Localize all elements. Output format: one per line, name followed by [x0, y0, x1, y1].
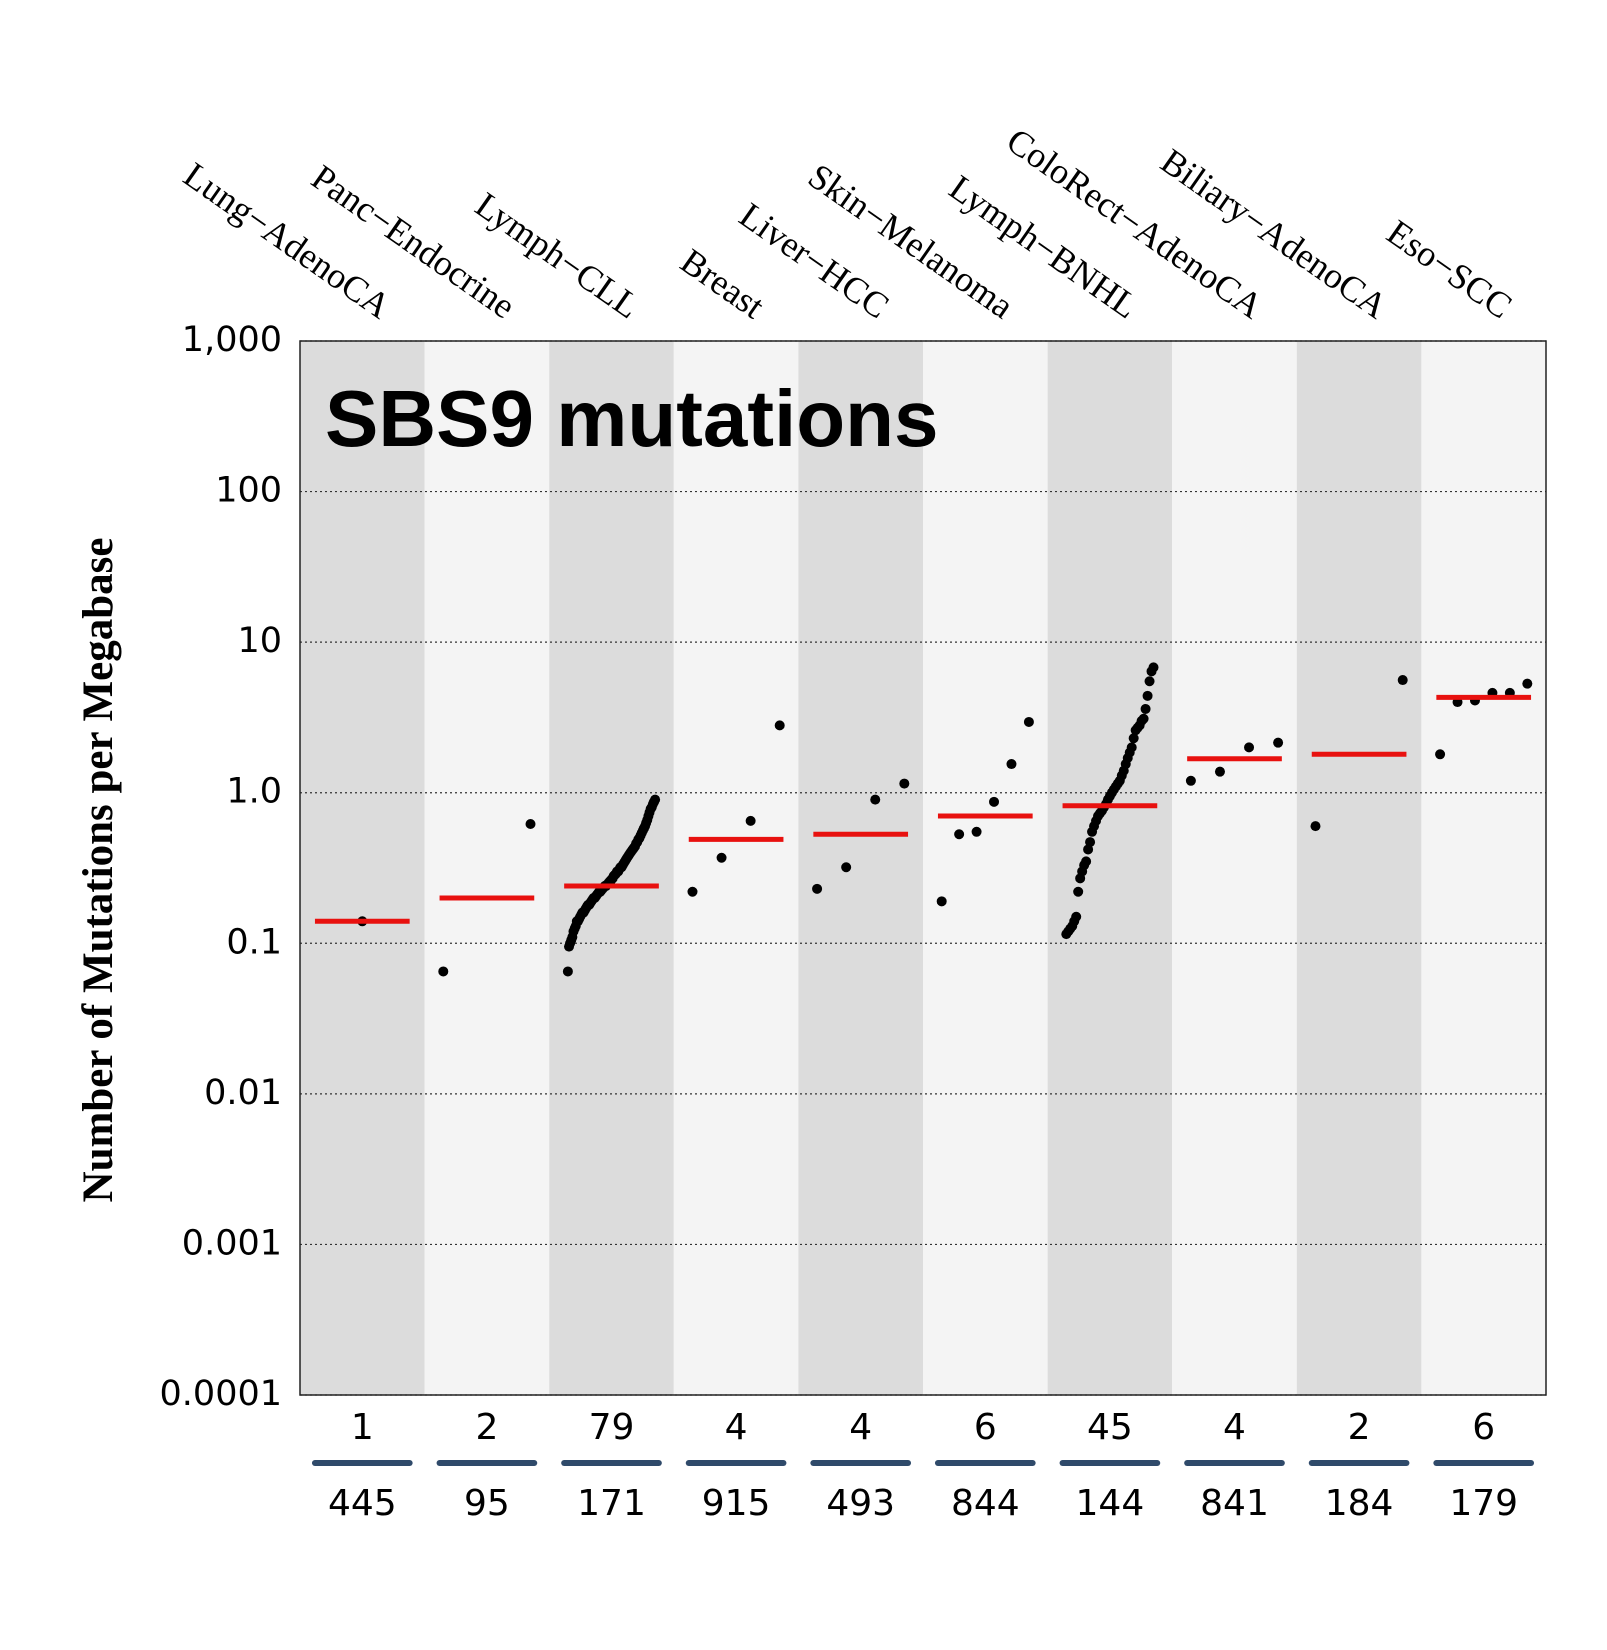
y-tick-label: 1.0 — [226, 772, 282, 812]
data-point — [1435, 749, 1446, 760]
category-label: Skin−Melanoma — [801, 156, 1021, 327]
data-point — [1140, 703, 1151, 714]
samples-total: 844 — [951, 1483, 1020, 1524]
category-band — [1047, 341, 1173, 1395]
category-band — [1172, 341, 1297, 1395]
category-band — [1296, 341, 1422, 1395]
category-band — [424, 341, 550, 1395]
y-tick-label: 1,000 — [182, 320, 282, 360]
samples-with-signature: 4 — [1223, 1407, 1246, 1448]
category-band — [923, 341, 1048, 1395]
data-point — [438, 966, 449, 977]
data-point — [936, 896, 947, 907]
samples-with-signature: 45 — [1087, 1407, 1133, 1448]
samples-with-signature: 4 — [849, 1407, 872, 1448]
data-point — [1185, 775, 1196, 786]
y-tick-label: 0.001 — [182, 1223, 282, 1263]
data-point — [1148, 662, 1159, 673]
chart-title: SBS9 mutations — [325, 374, 938, 463]
data-point — [870, 794, 881, 805]
data-point — [562, 966, 573, 977]
data-point — [1310, 821, 1321, 832]
data-point — [1073, 886, 1084, 897]
samples-total: 915 — [702, 1483, 771, 1524]
data-point — [841, 862, 852, 873]
samples-total: 171 — [577, 1483, 646, 1524]
data-point — [1138, 713, 1149, 724]
data-point — [1071, 911, 1082, 922]
data-point — [1023, 716, 1034, 727]
y-axis-label: Number of Mutations per Megabase — [75, 538, 122, 1203]
category-label: Breast — [673, 241, 771, 327]
category-band — [673, 341, 799, 1395]
data-point — [1397, 675, 1408, 686]
data-point — [954, 829, 965, 840]
category-label: Eso−SCC — [1380, 212, 1520, 326]
samples-total: 445 — [328, 1483, 397, 1524]
data-point — [1085, 837, 1096, 848]
data-point — [1273, 737, 1284, 748]
samples-total: 493 — [826, 1483, 895, 1524]
category-label: Biliary−AdenoCA — [1154, 141, 1395, 326]
y-tick-label: 0.1 — [226, 922, 282, 962]
samples-with-signature: 79 — [589, 1407, 635, 1448]
samples-total: 179 — [1449, 1483, 1518, 1524]
category-band — [300, 341, 425, 1395]
y-tick-label: 0.0001 — [160, 1374, 282, 1414]
data-point — [525, 818, 536, 829]
samples-with-signature: 1 — [351, 1407, 374, 1448]
samples-with-signature: 2 — [475, 1407, 498, 1448]
data-point — [989, 796, 1000, 807]
data-point — [971, 826, 982, 837]
data-point — [899, 778, 910, 789]
samples-total: 144 — [1076, 1483, 1145, 1524]
data-point — [812, 883, 823, 894]
samples-total: 184 — [1325, 1483, 1394, 1524]
data-point — [1144, 676, 1155, 687]
data-point — [1006, 759, 1017, 770]
data-point — [650, 794, 661, 805]
samples-total: 841 — [1200, 1483, 1269, 1524]
data-point — [745, 815, 756, 826]
category-band — [1421, 341, 1546, 1395]
backgrounds — [300, 341, 1546, 1395]
data-point — [1128, 733, 1139, 744]
data-point — [1214, 766, 1225, 777]
plot-frame — [299, 340, 1547, 1396]
samples-with-signature: 6 — [1472, 1407, 1495, 1448]
data-point — [774, 720, 785, 731]
data-point — [1126, 742, 1137, 753]
samples-with-signature: 6 — [974, 1407, 997, 1448]
samples-with-signature: 2 — [1348, 1407, 1371, 1448]
y-tick-label: 0.01 — [204, 1073, 282, 1113]
samples-with-signature: 4 — [725, 1407, 748, 1448]
data-point — [1522, 678, 1533, 689]
data-point — [1142, 690, 1153, 701]
category-band — [798, 341, 923, 1395]
samples-total: 95 — [464, 1483, 510, 1524]
category-label: Panc−Endocrine — [304, 157, 522, 326]
category-band — [549, 341, 674, 1395]
data-point — [687, 886, 698, 897]
data-point — [1244, 742, 1255, 753]
data-point — [716, 852, 727, 863]
marks — [314, 662, 1533, 977]
y-tick-label: 10 — [237, 621, 282, 661]
category-label: Lung−AdenoCA — [177, 155, 398, 327]
data-point — [1081, 856, 1092, 867]
y-tick-label: 100 — [215, 471, 282, 511]
